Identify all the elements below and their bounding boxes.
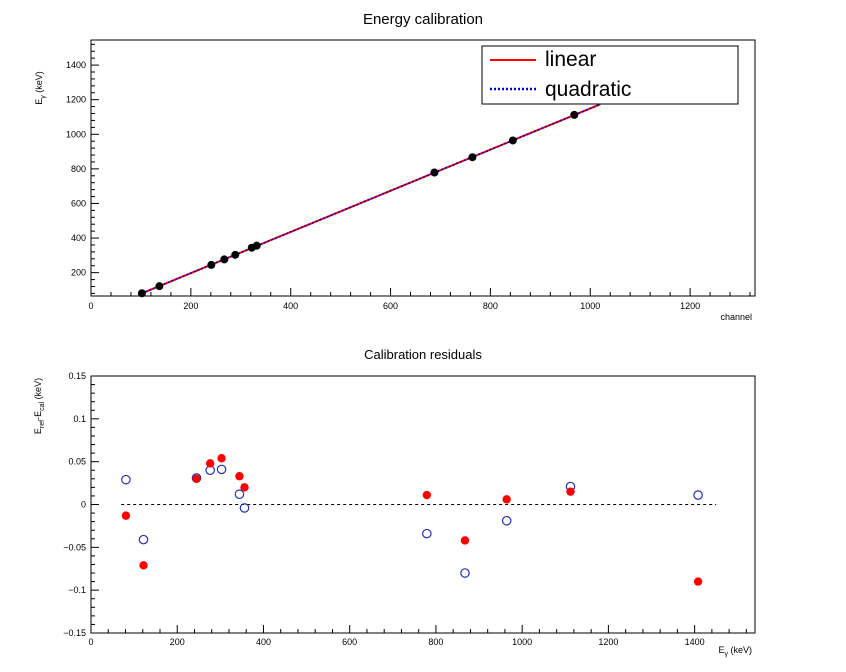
top-y-axis-label-rest: (keV) <box>34 71 44 95</box>
calibration-point <box>252 241 261 250</box>
top-fit-lines <box>141 103 601 295</box>
bottom-x-tick-label: 1400 <box>685 637 705 647</box>
residual-point-linear <box>460 536 470 545</box>
bottom-y-tick-label: 0.1 <box>73 414 86 424</box>
bottom-axis-ticks <box>90 375 747 634</box>
bottom-y-axis-label-s1: ref <box>39 420 46 428</box>
residual-point-linear <box>121 511 131 520</box>
bottom-tick-labels: 0 200 400 600 800 1000 1200 1400 −0.15 −0.1 −0.05 0… <box>63 371 704 647</box>
residual-point-linear <box>217 454 226 463</box>
bottom-x-tick-label: 400 <box>256 637 271 647</box>
calibration-point <box>430 168 439 177</box>
calibration-residuals-panel: Calibration residuals 0 200 400 600 800 1000 1… <box>33 347 756 658</box>
calibration-point <box>155 282 164 291</box>
bottom-x-tick-label: 800 <box>428 637 443 647</box>
top-axis-ticks <box>90 43 751 296</box>
residual-point-linear <box>139 561 148 570</box>
residual-point-linear <box>422 490 432 500</box>
top-x-tick-label: 600 <box>383 301 398 311</box>
top-y-tick-label: 800 <box>71 164 86 174</box>
bottom-y-tick-label: −0.15 <box>63 628 86 638</box>
bottom-y-tick-label: 0.05 <box>68 457 86 467</box>
bottom-y-tick-label: 0 <box>81 500 86 510</box>
bottom-x-axis-label-sub: γ <box>724 651 728 658</box>
top-y-tick-label: 400 <box>71 233 86 243</box>
legend-quadratic-label: quadratic <box>545 78 631 101</box>
top-legend: linear quadratic <box>481 45 739 105</box>
top-y-axis-label-sub: γ <box>40 95 47 99</box>
top-x-tick-label: 400 <box>283 301 298 311</box>
residual-point-linear <box>693 577 703 586</box>
residual-point-linear <box>235 472 244 481</box>
top-y-tick-label: 200 <box>71 268 86 278</box>
bottom-x-tick-label: 600 <box>342 637 357 647</box>
bottom-y-axis-label-s2: cal <box>39 401 46 410</box>
bottom-y-axis-label-rest: (keV) <box>33 378 43 402</box>
residual-point-quadratic <box>216 464 227 475</box>
residual-points <box>121 454 703 586</box>
residual-point-quadratic <box>138 534 149 545</box>
residual-point-quadratic <box>501 515 512 526</box>
bottom-y-tick-label: −0.1 <box>68 585 86 595</box>
bottom-y-tick-label: −0.05 <box>63 542 86 552</box>
calibration-point <box>207 260 216 269</box>
top-y-tick-label: 600 <box>71 198 86 208</box>
top-x-axis-label: channel <box>720 312 752 322</box>
bottom-y-axis-label: Eref-Ecal (keV) <box>33 378 46 434</box>
top-x-tick-label: 200 <box>183 301 198 311</box>
bottom-y-axis-label-e1: E <box>33 428 43 434</box>
calibration-point <box>570 110 579 119</box>
residual-point-quadratic <box>234 489 245 500</box>
top-x-tick-label: 1000 <box>580 301 600 311</box>
bottom-x-tick-label: 1200 <box>598 637 618 647</box>
top-y-axis-label: Eγ (keV) <box>34 71 47 105</box>
residual-point-quadratic <box>121 474 131 485</box>
top-y-tick-label: 1400 <box>66 60 86 70</box>
bottom-x-axis-label-main: E <box>718 645 724 655</box>
top-x-tick-label: 0 <box>88 301 93 311</box>
residual-point-linear <box>205 459 215 468</box>
residual-point-linear <box>192 474 201 483</box>
top-y-tick-label: 1000 <box>66 129 86 139</box>
top-y-axis-label-main: E <box>34 99 44 105</box>
calibration-point <box>468 153 477 162</box>
residual-point-quadratic <box>460 568 470 578</box>
residual-point-linear <box>240 483 249 492</box>
bottom-chart-title: Calibration residuals <box>364 347 482 362</box>
bottom-x-axis-label-rest: (keV) <box>728 645 752 655</box>
energy-calibration-panel: Energy calibration 0 200 400 600 800 1000 1200… <box>34 11 756 322</box>
fit-line-quadratic <box>141 103 601 295</box>
top-y-tick-label: 1200 <box>66 95 86 105</box>
bottom-y-tick-label: 0.15 <box>68 371 86 381</box>
calibration-point <box>231 250 240 259</box>
bottom-x-tick-label: 1000 <box>512 637 532 647</box>
top-chart-title: Energy calibration <box>363 11 483 28</box>
legend-linear-label: linear <box>545 48 596 71</box>
residual-point-quadratic <box>239 503 250 513</box>
residual-point-quadratic <box>422 528 432 539</box>
top-tick-labels: 0 200 400 600 800 1000 1200 200 400 600 800 1000 120… <box>66 60 700 311</box>
residual-point-linear <box>502 495 511 504</box>
top-plot-frame <box>90 39 756 297</box>
residual-point-linear <box>566 487 575 496</box>
bottom-x-axis-label: Eγ (keV) <box>718 645 752 658</box>
top-x-tick-label: 800 <box>483 301 498 311</box>
bottom-x-tick-label: 200 <box>170 637 185 647</box>
residual-point-quadratic <box>693 490 703 500</box>
bottom-y-axis-label-mid: -E <box>33 411 43 420</box>
top-legend-box <box>481 45 739 105</box>
calibration-point <box>220 255 229 264</box>
bottom-x-tick-label: 0 <box>88 637 93 647</box>
top-data-points <box>137 110 579 298</box>
calibration-point <box>508 136 517 145</box>
calibration-point <box>137 289 146 298</box>
top-x-tick-label: 1200 <box>680 301 700 311</box>
